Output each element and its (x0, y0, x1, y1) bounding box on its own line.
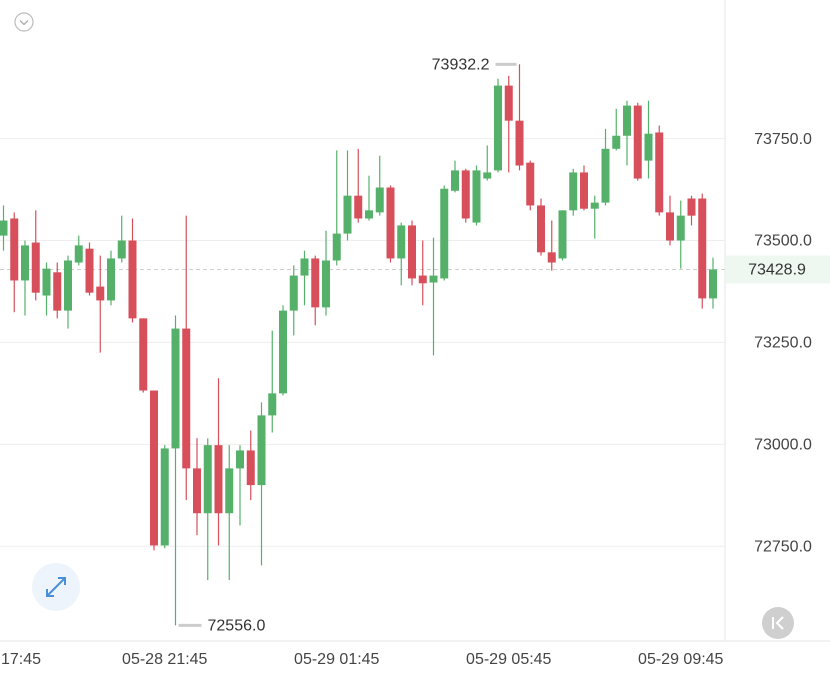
candle-body (354, 195, 363, 219)
last-price-box (726, 255, 830, 284)
scroll-latest-icon (772, 616, 784, 630)
candle-body (526, 162, 535, 206)
high-marker-label: 73932.2 (432, 57, 490, 74)
candle-body (429, 275, 438, 283)
candle-body (580, 172, 588, 209)
candle-body (461, 170, 470, 219)
candle-body (203, 445, 212, 514)
candle-body (214, 445, 223, 514)
candles (0, 64, 717, 626)
candle-body (343, 195, 352, 234)
candle-body (504, 85, 513, 121)
y-tick-label: 73250.0 (754, 335, 812, 352)
expand-button[interactable] (32, 563, 80, 611)
expand-icon (46, 577, 66, 597)
candle-body (85, 248, 94, 293)
candle-body (74, 245, 83, 263)
x-tick-label: 05-29 09:45 (638, 651, 724, 668)
y-tick-label: 72750.0 (754, 538, 812, 555)
candle-body (31, 242, 40, 293)
candle-body (397, 225, 406, 259)
candle-body (472, 170, 481, 223)
candle-body (193, 468, 201, 514)
candle-body (590, 202, 599, 209)
low-marker-label: 72556.0 (208, 618, 266, 635)
candle-body (53, 272, 62, 311)
candle-body (483, 172, 492, 179)
candle-body (246, 450, 255, 486)
candle-body (633, 105, 642, 179)
candle-body (558, 210, 567, 259)
candle-body (644, 133, 653, 161)
candle-body (182, 328, 191, 469)
candle-body (10, 218, 19, 281)
candle-body (0, 220, 8, 236)
labels: 72750.0 73000.0 73250.0 73500.0 73750.0 17:45… (1, 57, 830, 668)
candle-body (64, 260, 72, 311)
collapse-button[interactable] (14, 12, 34, 32)
grid (0, 138, 725, 547)
candle-body (279, 310, 287, 394)
last-price-label: 73428.9 (748, 262, 806, 279)
collapse-chevron (19, 20, 29, 26)
candle-body (418, 275, 427, 284)
x-tick-label: 05-29 05:45 (466, 651, 552, 668)
collapse-circle (14, 12, 34, 32)
candle-body (289, 275, 298, 311)
candle-body (623, 105, 631, 136)
candle-body (21, 245, 29, 281)
candle-body (515, 120, 524, 166)
candle-body (160, 448, 169, 546)
candle-body (655, 132, 664, 213)
candle-body (257, 415, 266, 486)
y-tick-label: 73750.0 (754, 131, 812, 148)
candle-body (322, 260, 330, 308)
candle-body (225, 468, 234, 514)
candle-body (386, 187, 395, 259)
candle-body (612, 135, 621, 149)
candle-body (440, 188, 449, 279)
candle-body (698, 198, 707, 299)
candle-body (709, 269, 717, 299)
candle-body (494, 85, 502, 171)
scroll-latest-button[interactable] (762, 607, 794, 639)
candle-body (117, 240, 126, 259)
candle-body (601, 148, 610, 203)
candle-body (687, 198, 696, 216)
candle-body (96, 286, 105, 301)
x-tick-label: 17:45 (1, 651, 41, 668)
y-tick-label: 73500.0 (754, 233, 812, 250)
candle-body (268, 393, 277, 416)
candle-body (236, 450, 244, 469)
candle-body (676, 215, 685, 241)
candle-body (408, 225, 416, 279)
candle-body (150, 390, 158, 546)
candle-body (547, 252, 556, 263)
candle-body (171, 328, 180, 449)
candle-body (311, 258, 320, 308)
candle-body (139, 318, 148, 391)
candle-body (128, 240, 137, 319)
candle-body (569, 172, 578, 211)
candle-body (42, 268, 51, 296)
candle-body (365, 210, 373, 219)
x-tick-label: 05-28 21:45 (122, 651, 208, 668)
candle-body (666, 212, 674, 241)
candle-body (300, 258, 309, 276)
candle-body (375, 187, 384, 213)
candle-body (332, 233, 341, 261)
candle-body (537, 205, 545, 253)
y-tick-label: 73000.0 (754, 437, 812, 454)
candle-body (107, 258, 115, 301)
candle-body (451, 170, 459, 191)
x-tick-label: 05-29 01:45 (294, 651, 380, 668)
